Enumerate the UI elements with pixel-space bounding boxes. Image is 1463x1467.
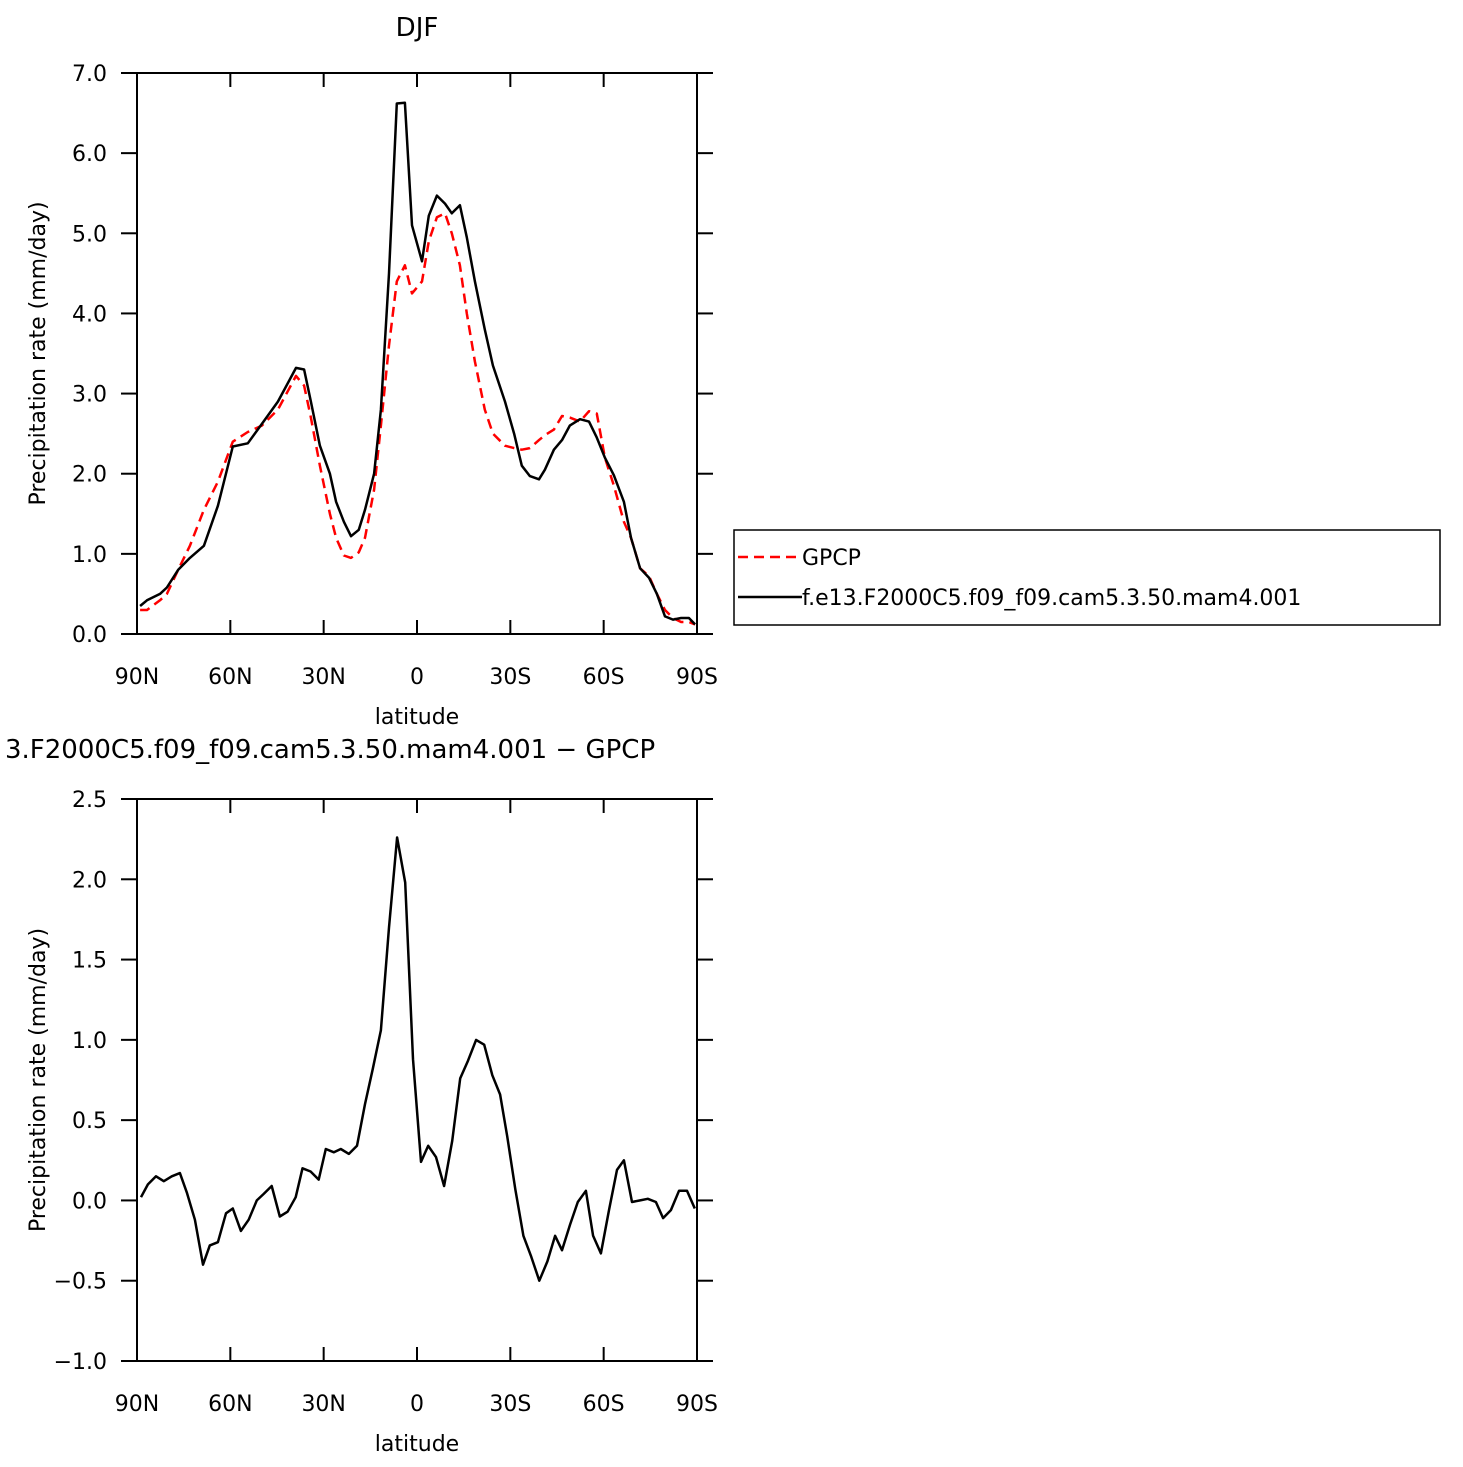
x-axis-label: latitude xyxy=(375,1432,459,1457)
x-tick-label: 30N xyxy=(301,1392,345,1417)
x-tick-label: 90S xyxy=(676,665,718,690)
y-axis-label: Precipitation rate (mm/day) xyxy=(26,201,51,505)
data-line xyxy=(140,212,696,626)
x-tick-label: 30S xyxy=(489,665,531,690)
y-tick-label: 2.0 xyxy=(72,868,107,893)
x-tick-label: 30S xyxy=(489,1392,531,1417)
y-tick-label: 0.0 xyxy=(72,623,107,648)
y-tick-label: 0.0 xyxy=(72,1189,107,1214)
x-tick-label: 0 xyxy=(410,1392,424,1417)
y-tick-label: 1.0 xyxy=(72,543,107,568)
x-tick-label: 30N xyxy=(301,665,345,690)
x-tick-label: 90N xyxy=(115,665,159,690)
plot-frame xyxy=(136,72,698,635)
y-tick-label: 1.0 xyxy=(72,1029,107,1054)
y-tick-label: −1.0 xyxy=(54,1350,107,1375)
y-tick-label: 7.0 xyxy=(72,62,107,87)
x-tick-label: 0 xyxy=(410,665,424,690)
x-tick-label: 60N xyxy=(208,1392,252,1417)
data-line xyxy=(139,101,696,626)
y-tick-label: 5.0 xyxy=(72,222,107,247)
y-tick-label: 2.0 xyxy=(72,463,107,488)
x-tick-label: 60S xyxy=(583,665,625,690)
x-tick-label: 60N xyxy=(208,665,252,690)
legend-label: GPCP xyxy=(802,546,861,571)
y-tick-label: 3.0 xyxy=(72,383,107,408)
y-axis-label: Precipitation rate (mm/day) xyxy=(26,928,51,1232)
data-line xyxy=(139,836,696,1282)
chart-title: 3.F2000C5.f09_f09.cam5.3.50.mam4.001 − G… xyxy=(5,735,655,765)
y-tick-label: 6.0 xyxy=(72,142,107,167)
legend-label: f.e13.F2000C5.f09_f09.cam5.3.50.mam4.001 xyxy=(802,586,1301,611)
x-tick-label: 90N xyxy=(115,1392,159,1417)
x-axis-label: latitude xyxy=(375,705,459,730)
y-tick-label: −0.5 xyxy=(54,1270,107,1295)
legend-box xyxy=(733,529,1441,626)
x-tick-label: 90S xyxy=(676,1392,718,1417)
chart-title: DJF xyxy=(396,13,439,43)
y-tick-label: 0.5 xyxy=(72,1109,107,1134)
plot-frame xyxy=(136,798,698,1362)
y-tick-label: 1.5 xyxy=(72,949,107,974)
x-tick-label: 60S xyxy=(583,1392,625,1417)
y-tick-label: 2.5 xyxy=(72,788,107,813)
y-tick-label: 4.0 xyxy=(72,302,107,327)
